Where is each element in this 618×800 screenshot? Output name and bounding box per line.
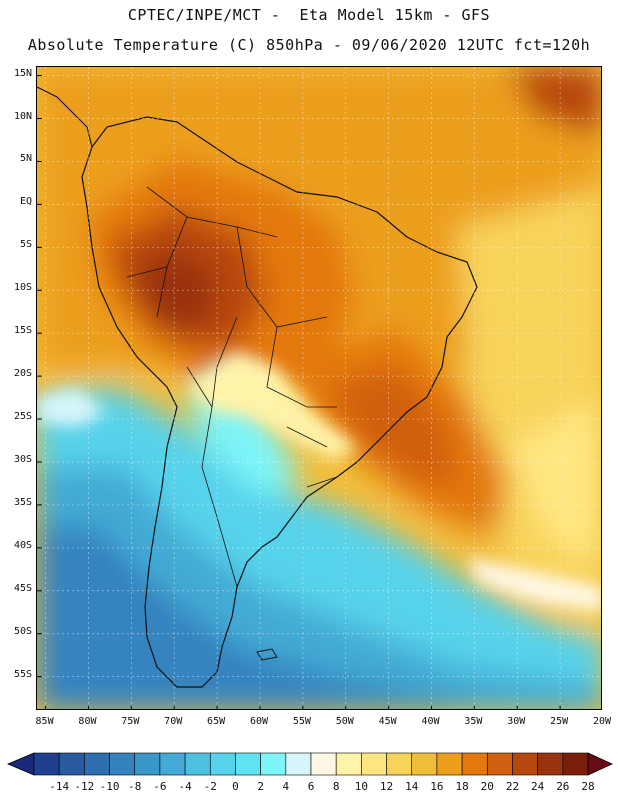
lon-label: 65W	[207, 716, 226, 727]
south-america-coastline	[81, 116, 478, 688]
lon-label: 45W	[378, 716, 397, 727]
lat-label: 15N	[13, 67, 32, 79]
colorbar-label: -6	[153, 780, 167, 793]
lon-label: 50W	[335, 716, 354, 727]
colorbar-label: 12	[379, 780, 394, 793]
lat-label: 30S	[13, 453, 32, 465]
lat-label: 5N	[19, 153, 32, 165]
colorbar-swatch	[209, 752, 236, 776]
lat-label: 15S	[13, 325, 32, 337]
colorbar-over-arrow	[587, 752, 613, 776]
lon-label: 55W	[292, 716, 311, 727]
colorbar-label: 6	[307, 780, 315, 793]
colorbar-swatch	[134, 752, 161, 776]
colorbar-label: 18	[455, 780, 469, 793]
lat-label: 25S	[13, 411, 32, 423]
colorbar-swatch	[512, 752, 538, 776]
colorbar-swatch	[260, 752, 287, 776]
colorbar-label: 28	[581, 780, 595, 793]
colorbar-swatch	[461, 752, 488, 776]
colorbar-swatch	[411, 752, 438, 776]
lon-label: 35W	[464, 716, 483, 727]
colorbar-under-arrow	[6, 752, 35, 776]
lat-label: 40S	[13, 539, 32, 551]
pale-band-front	[187, 352, 357, 462]
lon-label: 75W	[121, 716, 140, 727]
lat-label: EQ	[19, 196, 32, 208]
lat-label: 55S	[13, 668, 32, 680]
cold-field-deepest	[37, 527, 487, 709]
colorbar-label: -8	[128, 780, 142, 793]
colorbar-swatch	[109, 752, 136, 776]
colorbar-label: 16	[430, 780, 444, 793]
colorbar-label: -12	[74, 780, 95, 793]
colorbar-swatch	[386, 752, 413, 776]
colorbar-label: 10	[354, 780, 368, 793]
colorbar-label: -2	[203, 780, 217, 793]
lat-label: 50S	[13, 625, 32, 637]
colorbar-swatch	[310, 752, 337, 776]
chart-title: CPTEC/INPE/MCT - Eta Model 15km - GFS	[127, 6, 491, 24]
colorbar-label: 24	[531, 780, 545, 793]
lon-label: 85W	[35, 716, 54, 727]
colorbar-swatch	[33, 752, 60, 776]
lon-label: 30W	[507, 716, 526, 727]
colorbar	[6, 752, 613, 776]
chart-subtitle: Absolute Temperature (C) 850hPa - 09/06/…	[27, 36, 591, 54]
colorbar-swatch	[537, 752, 564, 776]
colorbar-swatch	[184, 752, 211, 776]
colorbar-label: 26	[556, 780, 570, 793]
colorbar-label: -10	[99, 780, 120, 793]
lon-label: 25W	[550, 716, 569, 727]
colorbar-swatch	[58, 752, 85, 776]
colorbar-swatch	[235, 752, 261, 776]
lat-label: 35S	[13, 496, 32, 508]
colorbar-label: 20	[480, 780, 494, 793]
temperature-map	[36, 66, 602, 710]
colorbar-label: 8	[332, 780, 340, 793]
colorbar-swatch	[436, 752, 463, 776]
lon-label: 60W	[249, 716, 268, 727]
colorbar-label: -14	[49, 780, 70, 793]
colorbar-swatch	[84, 752, 110, 776]
colorbar-label: 0	[232, 780, 239, 793]
lon-label: 20W	[592, 716, 612, 727]
lat-label: 5S	[19, 239, 32, 251]
hot-spot-northeast	[507, 67, 601, 137]
colorbar-label: -4	[178, 780, 192, 793]
pale-band-atlantic	[467, 557, 601, 612]
colorbar-label: 14	[405, 780, 419, 793]
colorbar-swatch	[335, 752, 362, 776]
temperature-band-east-pale	[507, 398, 601, 566]
graticule	[37, 67, 601, 709]
colorbar-swatch	[486, 752, 513, 776]
axis-ticks	[37, 75, 561, 709]
lon-label: 40W	[421, 716, 440, 727]
lat-label: 10S	[13, 282, 32, 294]
hot-core-amazon-center	[127, 247, 217, 332]
colorbar-swatch	[285, 752, 312, 776]
colorbar-swatch	[361, 752, 387, 776]
colorbar-label: 22	[505, 780, 520, 793]
lat-label: 10N	[13, 110, 32, 122]
pale-band-pacific	[37, 387, 107, 427]
lat-label: 20S	[13, 368, 32, 380]
lon-label: 70W	[164, 716, 183, 727]
lon-label: 80W	[78, 716, 97, 727]
falkland-islands	[256, 648, 278, 661]
colorbar-label: 4	[282, 780, 290, 793]
colorbar-swatch	[159, 752, 186, 776]
lat-label: 45S	[13, 582, 32, 594]
colorbar-swatch	[562, 752, 589, 776]
colorbar-label: 2	[257, 780, 264, 793]
